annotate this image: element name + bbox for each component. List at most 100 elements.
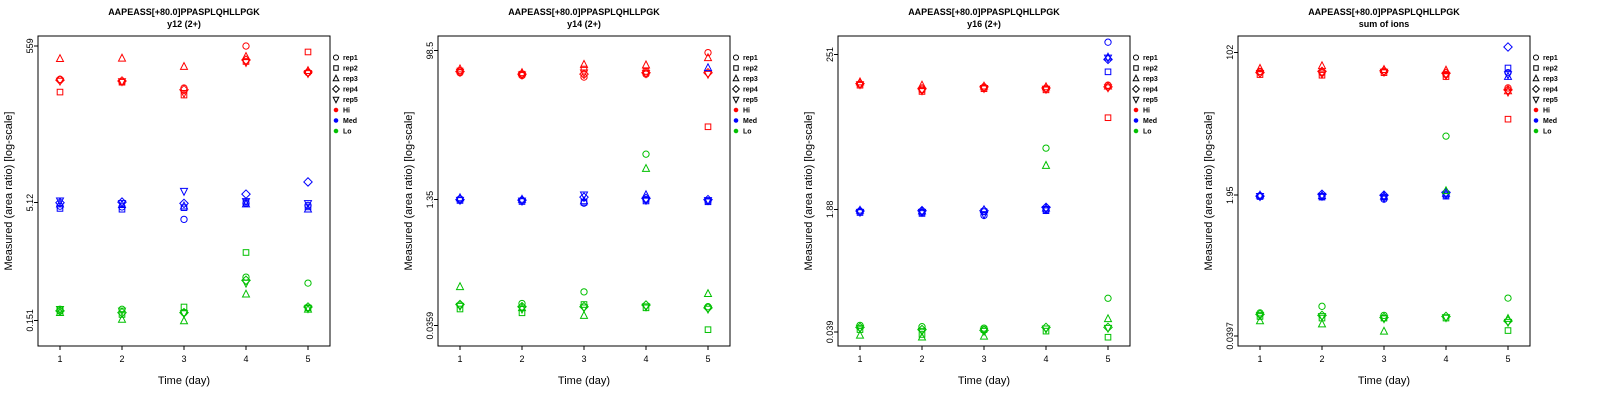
data-point-Lo-rep5 bbox=[855, 324, 865, 334]
data-point-Lo-rep3 bbox=[1379, 326, 1389, 335]
data-point-Med-rep3 bbox=[241, 198, 251, 208]
data-point-Hi-rep4 bbox=[579, 69, 589, 80]
data-point-Hi-rep5 bbox=[179, 89, 189, 99]
data-point-Hi-rep5 bbox=[917, 87, 927, 96]
data-point-Lo-rep4 bbox=[117, 307, 127, 318]
data-point-Med-rep5 bbox=[1503, 71, 1513, 80]
legend-label-rep4: rep4 bbox=[343, 87, 358, 94]
x-tick-label: 5 bbox=[705, 354, 710, 364]
plot-frame bbox=[37, 35, 331, 347]
data-point-Hi-rep5 bbox=[855, 81, 865, 90]
x-tick-label: 4 bbox=[1043, 354, 1048, 364]
y-tick-label: 0.0397 bbox=[1225, 322, 1235, 350]
legend-label-rep4: rep4 bbox=[1143, 87, 1158, 94]
y-tick-label: 1.35 bbox=[425, 191, 435, 209]
data-point-Hi-rep5 bbox=[1103, 84, 1113, 93]
legend-marker-rep1 bbox=[1132, 54, 1140, 61]
data-point-Med-rep5 bbox=[455, 196, 465, 206]
data-point-Hi-rep3 bbox=[1103, 81, 1113, 90]
legend-marker-rep5 bbox=[1532, 96, 1540, 104]
legend-label-Hi: Hi bbox=[743, 108, 750, 115]
legend-label-Hi: Hi bbox=[343, 108, 350, 115]
y-tick-label: 0.151 bbox=[25, 309, 35, 332]
data-point-Hi-rep5 bbox=[241, 59, 251, 68]
data-point-Med-rep5 bbox=[979, 211, 989, 220]
data-point-Med-rep5 bbox=[1317, 192, 1327, 202]
legend-marker-Hi bbox=[333, 107, 339, 113]
data-point-Lo-rep5 bbox=[241, 279, 251, 289]
legend-marker-rep3 bbox=[1132, 74, 1140, 82]
data-point-Lo-rep1 bbox=[1104, 294, 1112, 302]
data-point-Lo-rep5 bbox=[703, 305, 713, 315]
legend-marker-rep5 bbox=[1132, 96, 1140, 104]
chart-panel-y12: AAPEASS[+80.0]PPASPLQHLLPGK y12 (2+) 1 2 3 4 5… bbox=[0, 0, 400, 400]
x-tick-label: 4 bbox=[1443, 354, 1448, 364]
data-point-Med-rep5 bbox=[1103, 54, 1113, 64]
panel-title: AAPEASS[+80.0]PPASPLQHLLPGK bbox=[508, 7, 660, 17]
legend-label-rep2: rep2 bbox=[1143, 66, 1158, 73]
data-point-Lo-rep1 bbox=[1042, 144, 1050, 152]
legend-marker-Lo bbox=[333, 128, 339, 134]
data-point-Lo-rep3 bbox=[1317, 318, 1327, 328]
data-point-Med-rep4 bbox=[579, 192, 589, 203]
y-axis-label: Measured (area ratio) [log-scale] bbox=[3, 112, 15, 271]
data-point-Hi-rep4 bbox=[917, 83, 927, 94]
legend-marker-Lo bbox=[733, 128, 739, 134]
data-point-Hi-rep2 bbox=[1104, 114, 1112, 122]
legend-label-rep2: rep2 bbox=[743, 66, 758, 73]
data-point-Lo-rep2 bbox=[518, 309, 526, 317]
data-point-Med-rep5 bbox=[517, 197, 527, 207]
data-point-Med-rep5 bbox=[117, 200, 127, 209]
data-point-Lo-rep5 bbox=[1041, 325, 1051, 334]
data-point-Med-rep3 bbox=[517, 194, 527, 203]
data-point-Lo-rep5 bbox=[517, 305, 527, 315]
data-point-Lo-rep5 bbox=[117, 307, 127, 317]
x-tick-label: 3 bbox=[181, 354, 186, 364]
chart-panel-sum-of-ions: AAPEASS[+80.0]PPASPLQHLLPGK sum of ions 1 2… bbox=[1200, 0, 1600, 400]
panel-subtitle: sum of ions bbox=[1359, 19, 1410, 29]
y-axis-label: Measured (area ratio) [log-scale] bbox=[803, 112, 815, 271]
data-point-Lo-rep1 bbox=[1504, 294, 1512, 302]
data-point-Med-rep5 bbox=[1441, 191, 1451, 200]
data-point-Hi-rep3 bbox=[1255, 63, 1265, 72]
legend-marker-rep2 bbox=[733, 65, 739, 71]
x-axis-label: Time (day) bbox=[158, 375, 210, 387]
x-tick-label: 5 bbox=[1505, 354, 1510, 364]
x-tick-label: 1 bbox=[857, 354, 862, 364]
legend-label-Lo: Lo bbox=[1543, 129, 1552, 136]
data-point-Hi-rep5 bbox=[641, 70, 651, 79]
y-tick-label: 251 bbox=[825, 47, 835, 62]
data-point-Med-rep4 bbox=[1103, 54, 1113, 65]
data-point-Lo-rep5 bbox=[1441, 314, 1451, 323]
legend-marker-Med bbox=[733, 118, 739, 123]
x-tick-label: 3 bbox=[981, 354, 986, 364]
x-tick-label: 5 bbox=[305, 354, 310, 364]
data-point-Med-rep4 bbox=[55, 197, 65, 208]
data-point-Hi-rep3 bbox=[55, 53, 65, 63]
data-point-Hi-rep5 bbox=[979, 85, 989, 94]
data-point-Med-rep4 bbox=[179, 198, 189, 209]
legend-marker-rep5 bbox=[732, 96, 740, 104]
data-point-Med-rep5 bbox=[855, 208, 865, 218]
legend-label-rep3: rep3 bbox=[1143, 76, 1158, 83]
data-point-Lo-rep2 bbox=[918, 331, 926, 338]
legend-label-rep3: rep3 bbox=[743, 76, 758, 83]
data-point-Hi-rep5 bbox=[1317, 70, 1327, 80]
x-tick-label: 1 bbox=[1257, 354, 1262, 364]
data-point-Lo-rep1 bbox=[1318, 302, 1326, 310]
data-point-Hi-rep4 bbox=[1503, 84, 1513, 95]
legend-marker-rep3 bbox=[332, 74, 340, 82]
data-point-Med-rep4 bbox=[241, 189, 251, 200]
data-point-Lo-rep1 bbox=[580, 288, 588, 296]
legend-marker-rep1 bbox=[332, 54, 340, 61]
data-point-Lo-rep5 bbox=[455, 302, 465, 312]
legend-marker-rep4 bbox=[1131, 84, 1141, 94]
legend-label-rep5: rep5 bbox=[1143, 97, 1158, 104]
data-point-Lo-rep5 bbox=[179, 310, 189, 319]
data-point-Hi-rep2 bbox=[580, 65, 588, 73]
legend-marker-rep4 bbox=[331, 84, 341, 94]
data-point-Hi-rep5 bbox=[1503, 88, 1513, 98]
data-point-Lo-rep3 bbox=[179, 315, 189, 325]
data-point-Lo-rep5 bbox=[1503, 318, 1513, 328]
